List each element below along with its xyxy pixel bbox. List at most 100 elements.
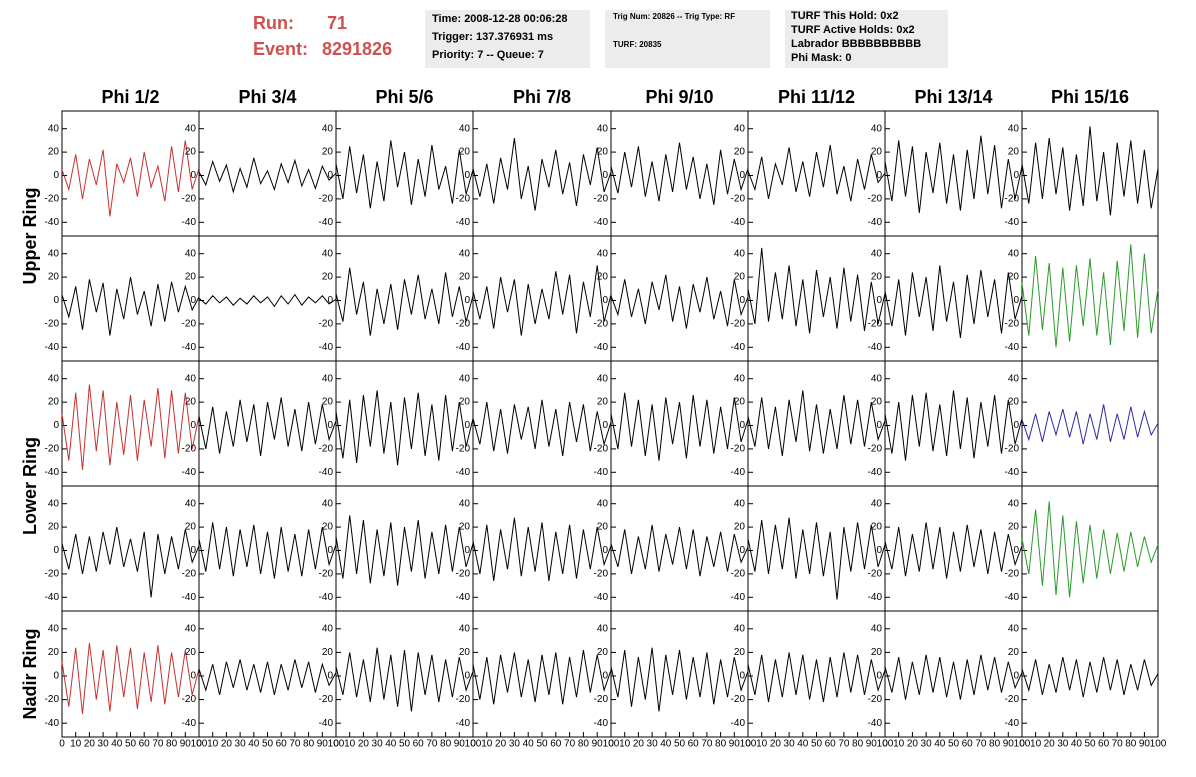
x-tick-label: 10 — [756, 739, 768, 750]
column-title: Phi 3/4 — [238, 87, 296, 107]
y-tick-label: 20 — [48, 272, 60, 283]
y-tick-label: 40 — [459, 123, 471, 134]
y-tick-label: 40 — [1008, 373, 1020, 384]
y-tick-label: 0 — [327, 170, 333, 181]
x-tick-label: 50 — [948, 739, 960, 750]
x-tick-label: 100 — [1014, 739, 1031, 750]
y-tick-label: -20 — [731, 569, 746, 580]
y-tick-label: 40 — [1008, 248, 1020, 259]
x-tick-label: 10 — [344, 739, 356, 750]
y-tick-label: -20 — [45, 319, 60, 330]
y-tick-label: -20 — [456, 569, 471, 580]
x-tick-label: 50 — [674, 739, 686, 750]
x-tick-label: 90 — [317, 739, 329, 750]
y-tick-label: -40 — [594, 217, 609, 228]
y-tick-label: 40 — [185, 123, 197, 134]
y-tick-label: 0 — [327, 545, 333, 556]
waveform — [610, 142, 749, 205]
waveform — [747, 145, 886, 202]
panel-frame — [61, 235, 200, 362]
x-tick-label: 60 — [962, 739, 974, 750]
x-tick-label: 80 — [715, 739, 727, 750]
y-tick-label: 0 — [876, 420, 882, 431]
y-tick-label: 0 — [53, 671, 59, 682]
y-tick-label: -40 — [319, 592, 334, 603]
y-tick-label: 0 — [53, 170, 59, 181]
y-tick-label: 40 — [597, 123, 609, 134]
y-tick-label: -40 — [731, 467, 746, 478]
y-tick-label: -40 — [731, 718, 746, 729]
y-tick-label: -40 — [731, 342, 746, 353]
y-tick-label: 40 — [871, 123, 883, 134]
panel-frame — [335, 360, 474, 487]
run-number: 71 — [327, 13, 347, 33]
y-tick-label: -20 — [1005, 319, 1020, 330]
y-tick-label: 40 — [734, 373, 746, 384]
waveform — [610, 524, 749, 577]
x-tick-label: 30 — [509, 739, 521, 750]
x-tick-label: 60 — [688, 739, 700, 750]
panel-frame — [335, 485, 474, 612]
x-tick-label: 30 — [235, 739, 247, 750]
y-tick-label: 40 — [734, 623, 746, 634]
waveform — [335, 267, 474, 336]
y-tick-label: -20 — [319, 194, 334, 205]
waveform — [61, 527, 200, 598]
y-tick-label: 20 — [871, 522, 883, 533]
x-tick-label: 90 — [866, 739, 878, 750]
y-tick-label: -40 — [182, 217, 197, 228]
y-tick-label: -20 — [182, 319, 197, 330]
y-tick-label: -40 — [456, 718, 471, 729]
waveform — [472, 517, 612, 581]
waveform — [610, 392, 749, 461]
y-tick-label: -40 — [868, 592, 883, 603]
x-tick-label: 100 — [465, 739, 482, 750]
y-tick-label: 0 — [739, 671, 745, 682]
info-box — [605, 10, 770, 68]
x-tick-label: 80 — [440, 739, 452, 750]
column-title: Phi 1/2 — [101, 87, 159, 107]
panel-frame — [610, 610, 749, 738]
y-tick-label: -20 — [731, 694, 746, 705]
panel-frame — [1021, 610, 1159, 738]
column-title: Phi 7/8 — [513, 87, 571, 107]
column-title: Phi 11/12 — [778, 87, 855, 107]
y-tick-label: -20 — [1005, 569, 1020, 580]
y-tick-label: 20 — [871, 147, 883, 158]
y-tick-label: 0 — [1013, 545, 1019, 556]
waveform — [884, 522, 1023, 579]
y-tick-label: -40 — [868, 718, 883, 729]
y-tick-label: -40 — [594, 592, 609, 603]
y-tick-label: 40 — [459, 623, 471, 634]
y-tick-label: -40 — [731, 217, 746, 228]
x-tick-label: 20 — [1044, 739, 1056, 750]
waveform — [198, 659, 337, 696]
x-tick-label: 100 — [1150, 739, 1167, 750]
y-tick-label: -40 — [731, 592, 746, 603]
y-tick-label: -40 — [319, 342, 334, 353]
x-tick-label: 40 — [660, 739, 672, 750]
y-tick-label: 20 — [871, 272, 883, 283]
y-tick-label: -40 — [45, 467, 60, 478]
panel-frame — [1021, 360, 1159, 487]
y-tick-label: 0 — [876, 295, 882, 306]
x-tick-label: 40 — [1071, 739, 1083, 750]
x-tick-label: 70 — [838, 739, 850, 750]
panel-frame — [472, 235, 612, 362]
y-tick-label: -20 — [1005, 194, 1020, 205]
y-tick-label: 40 — [871, 623, 883, 634]
waveform — [472, 138, 612, 211]
y-tick-label: -40 — [45, 342, 60, 353]
y-tick-label: 0 — [1013, 420, 1019, 431]
waveform — [61, 642, 200, 714]
x-tick-label: 100 — [328, 739, 345, 750]
y-tick-label: 20 — [48, 522, 60, 533]
y-tick-label: -20 — [456, 194, 471, 205]
y-tick-label: 0 — [876, 170, 882, 181]
y-tick-label: 20 — [1008, 147, 1020, 158]
y-tick-label: 0 — [739, 170, 745, 181]
event-label: Event: — [253, 39, 308, 59]
waveform — [884, 390, 1023, 461]
x-tick-label: 10 — [481, 739, 493, 750]
panel-frame — [198, 360, 337, 487]
